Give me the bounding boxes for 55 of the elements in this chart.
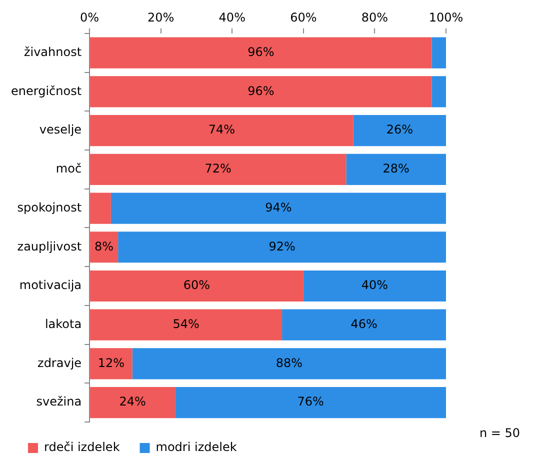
bar <box>346 154 446 185</box>
y-tick-label: lakota <box>44 316 82 331</box>
y-tick-label: živahnost <box>24 44 82 59</box>
bar <box>432 37 446 68</box>
x-tick-label: 80% <box>361 10 388 24</box>
bar <box>90 37 432 68</box>
data-label: 96% <box>248 44 274 59</box>
data-label: 76% <box>297 394 324 409</box>
x-tick-label: 0% <box>80 10 100 24</box>
y-tick-label: spokojnost <box>17 200 82 214</box>
bar <box>90 309 282 340</box>
legend-label: rdeči izdelek <box>44 440 120 454</box>
bar <box>90 76 432 108</box>
data-label: 54% <box>172 316 200 331</box>
bar <box>353 115 446 146</box>
bar <box>90 387 176 418</box>
legend-label: modri izdelek <box>156 440 237 454</box>
data-label: 40% <box>361 278 388 292</box>
data-label: 88% <box>276 356 302 370</box>
y-tick-label: veselje <box>39 122 82 137</box>
bar <box>90 154 346 185</box>
bar <box>90 348 132 380</box>
data-label: 26% <box>386 122 413 137</box>
bar <box>175 387 446 418</box>
data-label: 28% <box>382 162 410 176</box>
data-label: 72% <box>204 162 232 176</box>
x-tick-label: 40% <box>218 10 246 24</box>
bar <box>110 192 446 224</box>
y-tick-label: svežina <box>36 394 82 409</box>
data-label: 8% <box>94 239 114 254</box>
y-tick-label: zaupljivost <box>17 239 82 254</box>
data-label: 96% <box>248 84 274 98</box>
y-tick-label: motivacija <box>19 278 82 292</box>
data-label: 60% <box>183 278 210 292</box>
bar <box>90 270 304 302</box>
bar <box>90 115 354 146</box>
bar <box>132 348 446 380</box>
data-label: 12% <box>98 356 125 370</box>
text: n = 50 <box>479 426 520 440</box>
bar <box>303 270 446 302</box>
y-tick-label: energičnost <box>11 84 82 98</box>
data-label: 46% <box>350 316 378 331</box>
x-tick-label: 100% <box>428 10 464 24</box>
data-label: 74% <box>208 122 236 137</box>
y-tick-label: zdravje <box>38 356 82 370</box>
bar <box>118 232 446 263</box>
x-tick-label: 20% <box>148 10 174 24</box>
x-tick-label: 60% <box>290 10 317 24</box>
y-tick-label: moč <box>56 162 82 176</box>
bar <box>90 192 111 224</box>
data-label: 24% <box>119 394 146 409</box>
data-label: 92% <box>268 239 296 254</box>
bar <box>282 309 446 340</box>
bar <box>432 76 446 108</box>
data-label: 94% <box>265 200 292 214</box>
